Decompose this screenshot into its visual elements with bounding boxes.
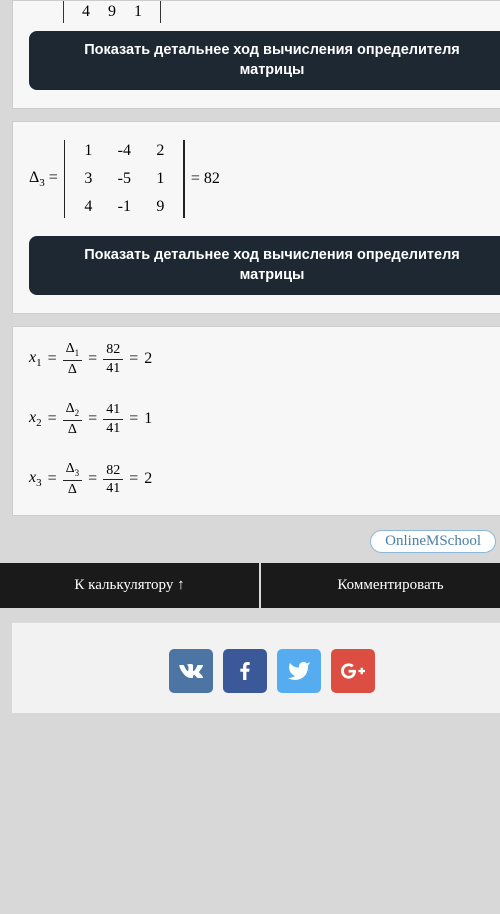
matrix-bar-right	[183, 140, 185, 218]
share-twitter-button[interactable]	[277, 649, 321, 693]
show-determinant-steps-button[interactable]: Показать детальнее ход вычисления опреде…	[29, 31, 500, 90]
fraction-delta: Δ2 Δ	[63, 401, 83, 437]
matrix-bar-left	[63, 1, 64, 23]
show-determinant-steps-button[interactable]: Показать детальнее ход вычисления опреде…	[29, 236, 500, 295]
fraction-delta: Δ3 Δ	[63, 461, 83, 497]
equals: =	[48, 470, 57, 488]
solution-x2: x2 = Δ2 Δ = 41 41 = 1	[29, 401, 500, 437]
matrix-cell: -1	[117, 198, 131, 216]
comment-button[interactable]: Комментировать	[261, 563, 500, 608]
matrix-cell: -5	[117, 170, 131, 188]
solution-x3: x3 = Δ3 Δ = 82 41 = 2	[29, 461, 500, 497]
matrix-cell: 3	[81, 170, 95, 188]
matrix-cell: 4	[82, 3, 90, 21]
matrix-cell: 9	[108, 3, 116, 21]
back-to-calculator-button[interactable]: К калькулятору ↑	[0, 563, 261, 608]
twitter-icon	[287, 659, 311, 683]
equals: =	[129, 470, 138, 488]
solution-result: 2	[144, 350, 152, 368]
panel-delta3: Δ3 = 1 -4 2 3 -5 1 4 -1 9 = 82 Показать …	[12, 121, 500, 314]
fraction-delta: Δ1 Δ	[63, 341, 83, 377]
share-facebook-button[interactable]	[223, 649, 267, 693]
delta3-result: = 82	[191, 170, 220, 188]
delta3-matrix: 1 -4 2 3 -5 1 4 -1 9	[64, 136, 185, 222]
facebook-icon	[233, 659, 257, 683]
delta3-equation: Δ3 = 1 -4 2 3 -5 1 4 -1 9 = 82	[29, 136, 500, 222]
equals: =	[88, 350, 97, 368]
matrix-cell: 4	[81, 198, 95, 216]
equals: =	[129, 350, 138, 368]
share-googleplus-button[interactable]	[331, 649, 375, 693]
matrix-bar-right	[160, 1, 161, 23]
panel-delta2-fragment: 4 9 1 Показать детальнее ход вычисления …	[12, 0, 500, 109]
det-button-line2: матрицы	[240, 62, 305, 78]
det-button-line2: матрицы	[240, 267, 305, 283]
share-vk-button[interactable]	[169, 649, 213, 693]
det-button-line1: Показать детальнее ход вычисления опреде…	[84, 42, 460, 58]
matrix-cell: 9	[153, 198, 167, 216]
variable-label: x1	[29, 349, 42, 369]
matrix-cell: 1	[153, 170, 167, 188]
variable-label: x3	[29, 469, 42, 489]
solution-result: 1	[144, 410, 152, 428]
matrix-cell: 1	[81, 142, 95, 160]
matrix-cell: 1	[134, 3, 142, 21]
vk-icon	[179, 659, 203, 683]
matrix-grid: 1 -4 2 3 -5 1 4 -1 9	[65, 136, 183, 222]
watermark: OnlineMSchool	[12, 528, 500, 563]
fraction-numeric: 82 41	[103, 463, 123, 497]
fraction-numeric: 82 41	[103, 342, 123, 376]
panel-solutions: x1 = Δ1 Δ = 82 41 = 2 x2 = Δ2 Δ =	[12, 326, 500, 516]
det-button-line1: Показать детальнее ход вычисления опреде…	[84, 247, 460, 263]
solution-result: 2	[144, 470, 152, 488]
matrix-row-fragment: 4 9 1	[63, 1, 500, 23]
delta3-label: Δ3 =	[29, 169, 58, 189]
equals: =	[88, 410, 97, 428]
fraction-numeric: 41 41	[103, 402, 123, 436]
solution-x1: x1 = Δ1 Δ = 82 41 = 2	[29, 341, 500, 377]
nav-row: К калькулятору ↑ Комментировать	[0, 563, 500, 608]
equals: =	[129, 410, 138, 428]
watermark-badge[interactable]: OnlineMSchool	[370, 530, 496, 553]
social-share-row	[12, 622, 500, 713]
solutions-list: x1 = Δ1 Δ = 82 41 = 2 x2 = Δ2 Δ =	[29, 341, 500, 497]
equals: =	[48, 350, 57, 368]
googleplus-icon	[341, 659, 365, 683]
variable-label: x2	[29, 409, 42, 429]
equals: =	[48, 410, 57, 428]
matrix-cell: 2	[153, 142, 167, 160]
matrix-cell: -4	[117, 142, 131, 160]
equals: =	[88, 470, 97, 488]
